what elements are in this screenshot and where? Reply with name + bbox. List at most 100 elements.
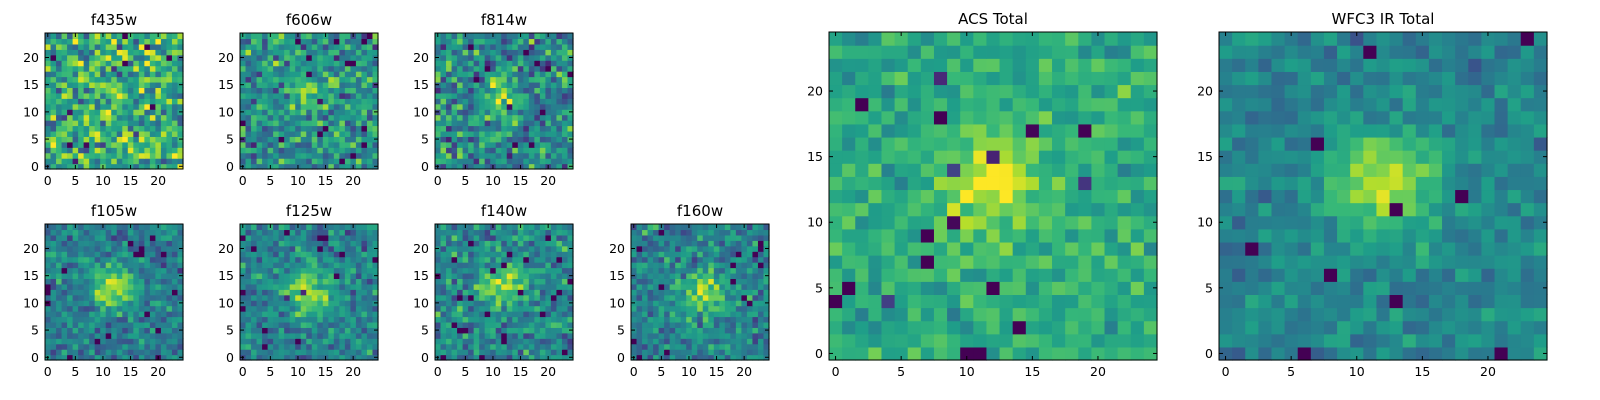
- heatmap-cell: [675, 305, 682, 312]
- heatmap-cell: [506, 245, 513, 252]
- heatmap-cell: [61, 338, 68, 345]
- heatmap-cell: [262, 114, 269, 121]
- heatmap-cell: [171, 130, 179, 137]
- heatmap-cell: [72, 321, 79, 328]
- heatmap-cell: [366, 321, 374, 328]
- heatmap-cell: [284, 229, 291, 236]
- heatmap-cell: [495, 147, 502, 154]
- heatmap-cell: [133, 71, 140, 78]
- heatmap-cell: [523, 349, 530, 356]
- heatmap-cell: [446, 354, 453, 361]
- heatmap-cell: [72, 251, 79, 258]
- heatmap-cell: [133, 332, 140, 339]
- heatmap-cell: [295, 289, 302, 296]
- heatmap-cell: [697, 343, 704, 350]
- heatmap-cell: [451, 332, 458, 339]
- heatmap-cell: [528, 152, 535, 159]
- heatmap-cell: [686, 289, 693, 296]
- heatmap-cell: [647, 343, 654, 350]
- heatmap-cell: [468, 283, 475, 290]
- heatmap-cell: [262, 240, 269, 247]
- heatmap-cell: [366, 300, 374, 307]
- heatmap-cell: [100, 65, 107, 72]
- heatmap-cell: [89, 289, 96, 296]
- heatmap-cell: [311, 332, 318, 339]
- heatmap-cell: [144, 262, 151, 269]
- heatmap-cell: [528, 109, 535, 116]
- heatmap-cell: [284, 98, 291, 105]
- heatmap-cell: [669, 343, 676, 350]
- heatmap-cell: [473, 120, 480, 127]
- heatmap-cell: [133, 289, 140, 296]
- heatmap-cell: [171, 283, 179, 290]
- y-tick-label: 20: [218, 241, 234, 256]
- heatmap-cell: [138, 354, 145, 361]
- heatmap-cell: [669, 272, 676, 279]
- heatmap-cell: [240, 343, 247, 350]
- heatmap-cell: [100, 60, 107, 67]
- heatmap-cell: [350, 234, 357, 241]
- heatmap-cell: [446, 109, 453, 116]
- heatmap-cell: [322, 38, 329, 45]
- heatmap-cell: [355, 38, 363, 45]
- heatmap-cell: [56, 65, 63, 72]
- heatmap-cell: [350, 87, 357, 94]
- heatmap-cell: [72, 272, 79, 279]
- heatmap-cell: [730, 332, 737, 339]
- heatmap-cell: [653, 245, 660, 252]
- heatmap-cell: [78, 300, 85, 307]
- axes-frame: [434, 223, 574, 361]
- heatmap-cell: [1091, 176, 1106, 191]
- heatmap-cell: [550, 245, 558, 252]
- heatmap-cell: [262, 120, 269, 127]
- heatmap-cell: [177, 33, 184, 40]
- heatmap-cell: [702, 338, 709, 345]
- heatmap-cell: [56, 256, 63, 263]
- heatmap-cell: [1065, 333, 1079, 348]
- heatmap-cell: [105, 294, 112, 301]
- y-tick-label: 20: [413, 50, 429, 65]
- heatmap-cell: [746, 332, 754, 339]
- heatmap-cell: [468, 125, 475, 132]
- heatmap-cell: [311, 65, 318, 72]
- heatmap-cell: [333, 130, 340, 137]
- heatmap-cell: [440, 49, 447, 56]
- heatmap-cell: [267, 305, 274, 312]
- heatmap-cell: [245, 338, 252, 345]
- heatmap-cell: [355, 251, 363, 258]
- heatmap-cell: [567, 283, 574, 290]
- heatmap-cell: [534, 158, 541, 165]
- heatmap-cell: [339, 92, 346, 99]
- heatmap-cell: [713, 327, 720, 334]
- heatmap-cell: [278, 130, 285, 137]
- heatmap-cell: [67, 120, 74, 127]
- heatmap-cell: [127, 234, 134, 241]
- heatmap-cell: [534, 316, 541, 323]
- heatmap-cell: [506, 125, 513, 132]
- heatmap-cell: [986, 346, 1001, 361]
- heatmap-cell: [72, 76, 79, 83]
- heatmap-cell: [83, 343, 90, 350]
- heatmap-cell: [267, 103, 274, 110]
- heatmap-cell: [556, 65, 563, 72]
- heatmap-cell: [506, 327, 513, 334]
- heatmap-cell: [539, 43, 546, 50]
- heatmap-cell: [166, 158, 173, 165]
- heatmap-cell: [512, 65, 519, 72]
- heatmap-cell: [328, 141, 335, 148]
- heatmap-cell: [484, 33, 491, 40]
- heatmap-cell: [741, 327, 748, 334]
- heatmap-cell: [757, 278, 765, 285]
- heatmap-cell: [741, 240, 748, 247]
- heatmap-cell: [284, 49, 291, 56]
- heatmap-cell: [122, 349, 129, 356]
- heatmap-cell: [300, 81, 307, 88]
- heatmap-cell: [133, 109, 140, 116]
- heatmap-cell: [642, 283, 649, 290]
- heatmap-cell: [741, 267, 748, 274]
- heatmap-cell: [72, 158, 79, 165]
- heatmap-cell: [457, 54, 464, 61]
- heatmap-cell: [50, 103, 57, 110]
- heatmap-cell: [501, 43, 508, 50]
